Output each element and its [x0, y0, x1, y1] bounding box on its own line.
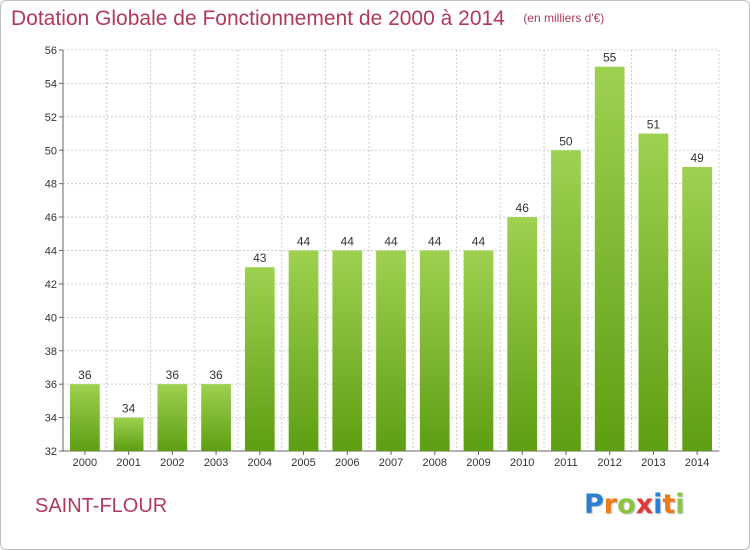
- x-tick-label: 2010: [510, 457, 534, 469]
- bar-2014: [682, 166, 713, 452]
- bar-2009: [463, 250, 494, 451]
- data-label: 44: [428, 235, 442, 249]
- bar-2006: [332, 250, 363, 451]
- y-tick-label: 54: [45, 78, 57, 90]
- data-label: 44: [341, 235, 355, 249]
- bar-2002: [157, 384, 188, 451]
- x-tick-label: 2009: [466, 457, 490, 469]
- bar-2003: [201, 384, 231, 451]
- data-label: 44: [384, 235, 398, 249]
- x-tick-label: 2002: [160, 457, 184, 469]
- logo-letter: P: [584, 489, 604, 520]
- y-tick-label: 38: [45, 346, 57, 358]
- data-label: 44: [472, 235, 486, 249]
- x-tick-label: 2004: [248, 457, 272, 469]
- data-label: 36: [209, 368, 223, 382]
- y-tick-label: 36: [45, 379, 57, 391]
- x-tick-label: 2003: [204, 457, 228, 469]
- data-label: 50: [559, 134, 573, 148]
- logo-letter: i: [675, 489, 685, 520]
- y-tick-label: 44: [45, 246, 57, 258]
- bar-2007: [376, 250, 406, 451]
- x-tick-label: 2005: [291, 457, 315, 469]
- y-tick-label: 56: [45, 45, 57, 57]
- proxiti-logo: Proxiti: [584, 489, 685, 520]
- logo-letter: i: [653, 489, 663, 520]
- logo-letter: r: [603, 489, 618, 520]
- x-tick-label: 2014: [685, 457, 709, 469]
- label-layer: 2000 36 2001 34 2002 36 2003 36 2004 43 2005 44 2006…: [73, 51, 710, 469]
- y-tick-label: 34: [45, 413, 57, 425]
- bar-2012: [594, 66, 625, 451]
- bar-2005: [288, 250, 319, 451]
- x-tick-label: 2006: [335, 457, 359, 469]
- bar-2008: [419, 250, 450, 451]
- y-tick-label: 32: [45, 446, 57, 458]
- bar-2004: [244, 267, 275, 451]
- bar-2000: [69, 384, 100, 451]
- data-label: 43: [253, 251, 267, 265]
- y-tick-label: 48: [45, 179, 57, 191]
- data-label: 44: [297, 235, 311, 249]
- x-tick-label: 2000: [73, 457, 97, 469]
- data-label: 36: [166, 368, 180, 382]
- x-tick-label: 2011: [554, 457, 578, 469]
- x-tick-label: 2013: [641, 457, 665, 469]
- bar-layer: [69, 66, 713, 452]
- chart-title: Dotation Globale de Fonctionnement de 20…: [11, 7, 505, 30]
- logo-letter: o: [617, 489, 636, 520]
- logo-letter: x: [635, 489, 654, 520]
- data-label: 34: [122, 402, 136, 416]
- y-tick-label: 46: [45, 212, 57, 224]
- commune-name: SAINT-FLOUR: [35, 495, 168, 517]
- bar-2013: [638, 133, 669, 451]
- x-tick-label: 2007: [379, 457, 403, 469]
- x-tick-label: 2012: [597, 457, 621, 469]
- data-label: 51: [647, 118, 661, 132]
- bar-2011: [551, 150, 581, 451]
- data-label: 36: [78, 368, 92, 382]
- x-tick-label: 2001: [116, 457, 140, 469]
- x-tick-label: 2008: [422, 457, 446, 469]
- data-label: 49: [690, 151, 704, 165]
- y-tick-label: 52: [45, 112, 57, 124]
- y-tick-label: 42: [45, 279, 57, 291]
- bar-2010: [507, 217, 538, 451]
- chart-subtitle: (en milliers d'€): [523, 11, 605, 25]
- data-label: 46: [516, 201, 530, 215]
- bar-2001: [113, 417, 144, 451]
- data-label: 55: [603, 51, 617, 65]
- title-row: Dotation Globale de Fonctionnement de 20…: [11, 7, 604, 31]
- logo-letter: t: [662, 489, 676, 520]
- y-tick-label: 50: [45, 145, 57, 157]
- y-tick-label: 40: [45, 312, 57, 324]
